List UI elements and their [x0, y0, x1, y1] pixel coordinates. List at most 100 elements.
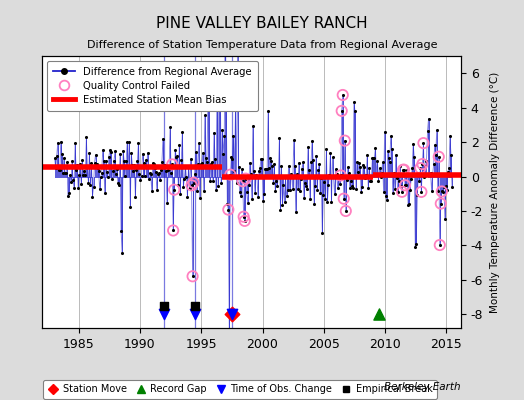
Point [367, 178, 376, 184]
Point [336, 172, 345, 179]
Point [342, 208, 350, 214]
Point [185, 185, 194, 191]
Point [165, 165, 173, 172]
Point [344, 164, 352, 170]
Point [280, 198, 289, 205]
Point [164, 167, 172, 173]
Point [61, 170, 69, 176]
Point [131, 194, 139, 200]
Point [409, 141, 418, 148]
Point [410, 154, 419, 160]
Point [238, 178, 247, 184]
Point [69, 177, 77, 184]
Point [261, 165, 269, 172]
Point [286, 187, 294, 193]
Point [178, 129, 187, 135]
Point [311, 182, 319, 189]
Point [199, 150, 207, 156]
Point [249, 123, 257, 129]
Point [374, 178, 383, 184]
Point [355, 160, 363, 166]
Point [218, 127, 226, 133]
Point [298, 166, 306, 172]
Point [296, 188, 304, 194]
Point [191, 149, 200, 156]
Point [313, 186, 321, 193]
Point [68, 158, 77, 164]
Point [417, 189, 425, 195]
Point [72, 166, 80, 173]
Point [317, 175, 325, 182]
Point [54, 167, 63, 173]
Point [438, 188, 446, 195]
Point [213, 75, 221, 81]
Point [129, 168, 137, 174]
Point [392, 175, 401, 181]
Point [365, 165, 374, 171]
Point [434, 154, 443, 160]
Point [110, 158, 118, 164]
Point [406, 186, 414, 193]
Point [177, 156, 185, 163]
Point [108, 168, 117, 174]
Point [384, 148, 392, 154]
Point [412, 241, 420, 247]
Point [140, 173, 149, 179]
Point [403, 167, 411, 173]
Point [162, 168, 170, 174]
Point [420, 174, 429, 180]
Point [290, 137, 298, 144]
Point [174, 182, 182, 188]
Point [323, 199, 332, 205]
Point [358, 184, 366, 190]
Point [427, 170, 435, 176]
Point [202, 155, 210, 161]
Point [179, 184, 188, 190]
Point [191, 302, 199, 309]
Point [270, 161, 278, 168]
Point [139, 160, 148, 166]
Point [71, 140, 79, 147]
Point [192, 188, 201, 194]
Point [304, 144, 312, 150]
Point [189, 273, 197, 280]
Point [115, 182, 123, 188]
Point [169, 227, 177, 234]
Point [210, 129, 218, 136]
Point [70, 185, 78, 191]
Text: PINE VALLEY BAILEY RANCH: PINE VALLEY BAILEY RANCH [156, 16, 368, 31]
Point [234, 163, 243, 170]
Text: Difference of Station Temperature Data from Regional Average: Difference of Station Temperature Data f… [87, 40, 437, 50]
Point [171, 147, 179, 153]
Point [146, 170, 154, 176]
Point [380, 128, 389, 135]
Point [423, 128, 432, 135]
Point [229, 132, 237, 139]
Point [445, 164, 453, 171]
Point [104, 174, 112, 180]
Point [173, 153, 181, 159]
Point [239, 214, 248, 220]
Point [435, 242, 444, 248]
Point [189, 180, 198, 186]
Point [345, 169, 353, 176]
Point [400, 166, 408, 173]
Point [226, 172, 235, 178]
Text: Berkeley Earth: Berkeley Earth [385, 382, 461, 392]
Point [117, 228, 125, 234]
Point [57, 138, 65, 145]
Point [401, 182, 409, 188]
Point [299, 159, 307, 166]
Point [275, 134, 283, 141]
Point [273, 182, 281, 189]
Point [133, 158, 141, 164]
Point [330, 191, 339, 198]
Point [195, 195, 204, 202]
Point [446, 133, 454, 139]
Point [168, 161, 177, 168]
Point [118, 250, 126, 256]
Point [189, 273, 197, 280]
Point [372, 171, 380, 178]
Point [433, 188, 442, 194]
Point [292, 171, 301, 177]
